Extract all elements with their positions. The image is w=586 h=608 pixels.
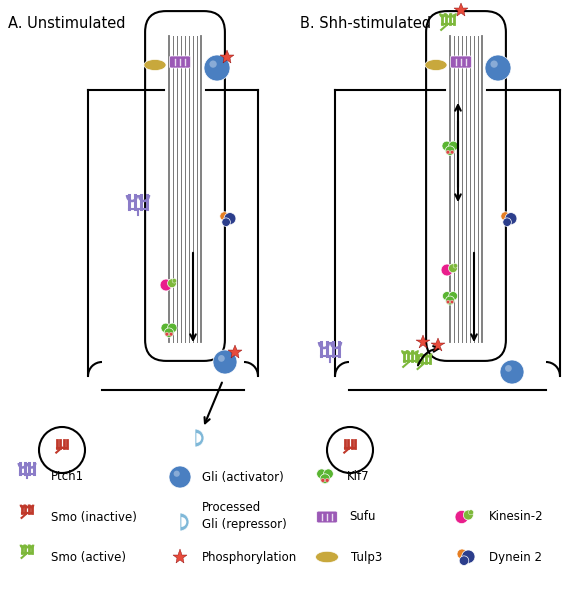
Ellipse shape (315, 551, 339, 563)
FancyBboxPatch shape (426, 11, 506, 361)
Circle shape (220, 212, 229, 221)
Circle shape (455, 510, 468, 523)
Circle shape (445, 146, 455, 156)
Text: Phosphorylation: Phosphorylation (202, 550, 297, 564)
Text: A. Unstimulated: A. Unstimulated (8, 16, 125, 31)
Text: Smo (inactive): Smo (inactive) (51, 511, 137, 523)
Circle shape (222, 218, 230, 226)
Ellipse shape (425, 60, 447, 71)
Circle shape (169, 332, 173, 336)
Circle shape (168, 278, 176, 288)
FancyBboxPatch shape (316, 511, 338, 523)
Circle shape (468, 510, 473, 515)
Circle shape (449, 292, 458, 300)
Circle shape (503, 218, 512, 226)
Circle shape (442, 141, 451, 151)
Circle shape (165, 332, 169, 336)
Circle shape (168, 323, 177, 333)
Text: B. Shh-stimulated: B. Shh-stimulated (300, 16, 431, 31)
Circle shape (39, 427, 85, 473)
Circle shape (505, 213, 517, 224)
FancyBboxPatch shape (169, 56, 190, 68)
Circle shape (218, 355, 225, 362)
Circle shape (213, 350, 237, 374)
Text: Kinesin-2: Kinesin-2 (489, 511, 544, 523)
Circle shape (446, 150, 450, 154)
Circle shape (320, 474, 330, 484)
Circle shape (445, 296, 455, 305)
Text: Gli (activator): Gli (activator) (202, 471, 284, 483)
Circle shape (160, 279, 172, 291)
Circle shape (442, 292, 451, 300)
Circle shape (462, 550, 475, 564)
Circle shape (453, 264, 458, 268)
Circle shape (457, 549, 467, 559)
Circle shape (172, 278, 176, 283)
Circle shape (450, 300, 454, 304)
Circle shape (321, 478, 325, 482)
Text: Processed
Gli (repressor): Processed Gli (repressor) (202, 501, 287, 531)
Text: Tulp3: Tulp3 (351, 550, 382, 564)
Circle shape (441, 264, 453, 276)
Circle shape (448, 264, 458, 272)
Circle shape (316, 469, 326, 478)
Circle shape (485, 55, 511, 81)
Circle shape (450, 150, 454, 154)
Circle shape (169, 466, 191, 488)
Text: Ptch1: Ptch1 (51, 469, 84, 483)
Circle shape (173, 471, 180, 477)
Wedge shape (180, 513, 189, 531)
Circle shape (161, 323, 171, 333)
Circle shape (204, 55, 230, 81)
Circle shape (224, 213, 236, 224)
FancyBboxPatch shape (145, 11, 225, 361)
Text: Dynein 2: Dynein 2 (489, 550, 542, 564)
Text: Smo (active): Smo (active) (51, 550, 126, 564)
Circle shape (164, 328, 174, 337)
Circle shape (209, 60, 217, 67)
Text: Sufu: Sufu (349, 511, 376, 523)
Circle shape (325, 478, 329, 482)
Circle shape (501, 212, 510, 221)
Circle shape (464, 510, 473, 520)
Wedge shape (195, 429, 204, 447)
Wedge shape (181, 517, 186, 527)
Ellipse shape (144, 60, 166, 71)
Circle shape (448, 141, 458, 151)
Circle shape (459, 556, 469, 565)
Wedge shape (196, 433, 202, 443)
Circle shape (323, 469, 333, 478)
Circle shape (500, 360, 524, 384)
FancyBboxPatch shape (451, 56, 472, 68)
Circle shape (327, 427, 373, 473)
Text: Kif7: Kif7 (347, 469, 370, 483)
Circle shape (490, 60, 498, 67)
Circle shape (505, 365, 512, 371)
Circle shape (447, 300, 450, 304)
